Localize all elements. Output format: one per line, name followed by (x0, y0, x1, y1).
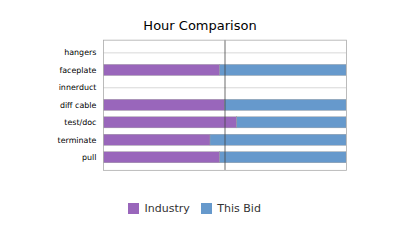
svg-text:diff cable: diff cable (60, 101, 97, 110)
svg-text:pull: pull (82, 153, 96, 162)
html-text:This Bid: This Bid (217, 202, 261, 216)
svg-text:hangers: hangers (64, 48, 96, 57)
svg-text:terminate: terminate (58, 136, 97, 145)
html-text:Industry: Industry (144, 202, 190, 216)
svg-text:faceplate: faceplate (59, 66, 96, 75)
svg-text:test/doc: test/doc (64, 118, 96, 127)
svg-text:innerduct: innerduct (59, 83, 97, 92)
html-text:Hour Comparison: Hour Comparison (143, 18, 257, 33)
